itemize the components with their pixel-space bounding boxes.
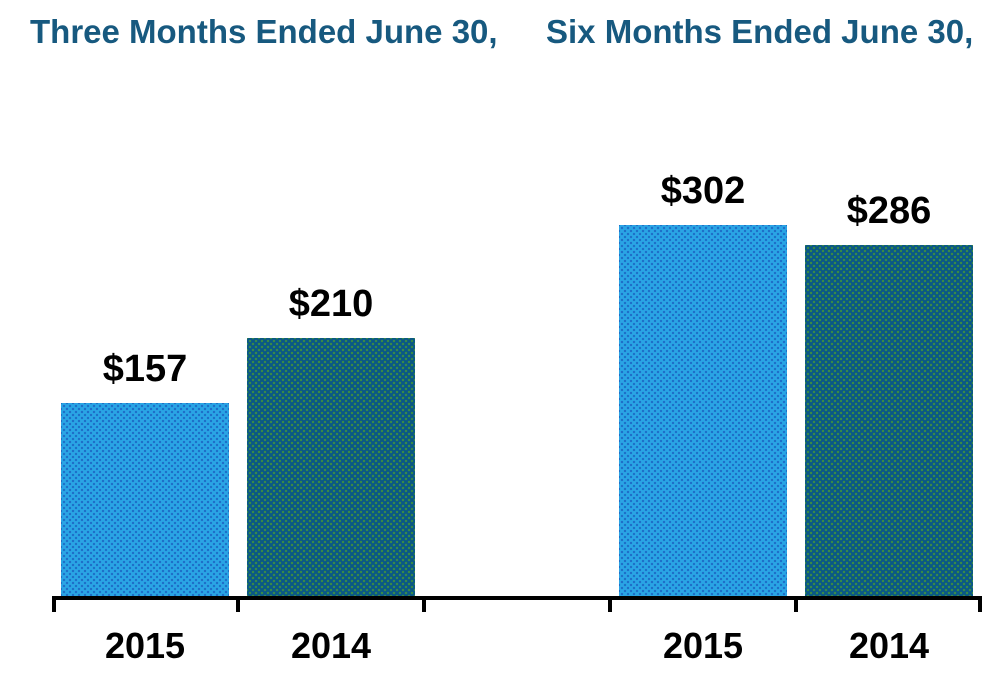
value-label-2015-group-1: $157 (102, 348, 188, 390)
value-label-2015-group-2: $302 (660, 170, 746, 212)
x-axis-tick (422, 596, 426, 612)
x-tick-label-2014-group-1: 2014 (290, 625, 372, 666)
x-tick-label-2015-group-2: 2015 (662, 625, 744, 666)
x-axis-tick (236, 596, 240, 612)
x-tick-label-2015-group-1: 2015 (104, 625, 186, 666)
value-label-2014-group-2: $286 (846, 190, 932, 232)
bar-2014-group-2 (805, 245, 973, 596)
bar-2015-group-1 (61, 403, 229, 596)
x-axis-tick (794, 596, 798, 612)
x-tick-label-2014-group-2: 2014 (848, 625, 930, 666)
bar-2015-group-2 (619, 225, 787, 596)
x-axis-line (52, 596, 982, 600)
x-axis-tick (978, 596, 982, 612)
bar-2014-group-1 (247, 338, 415, 596)
chart-title-three-months: Three Months Ended June 30, (30, 13, 498, 50)
x-axis-tick (608, 596, 612, 612)
value-label-2014-group-1: $210 (288, 283, 374, 325)
chart-title-six-months: Six Months Ended June 30, (546, 13, 974, 50)
x-axis-tick (52, 596, 56, 612)
